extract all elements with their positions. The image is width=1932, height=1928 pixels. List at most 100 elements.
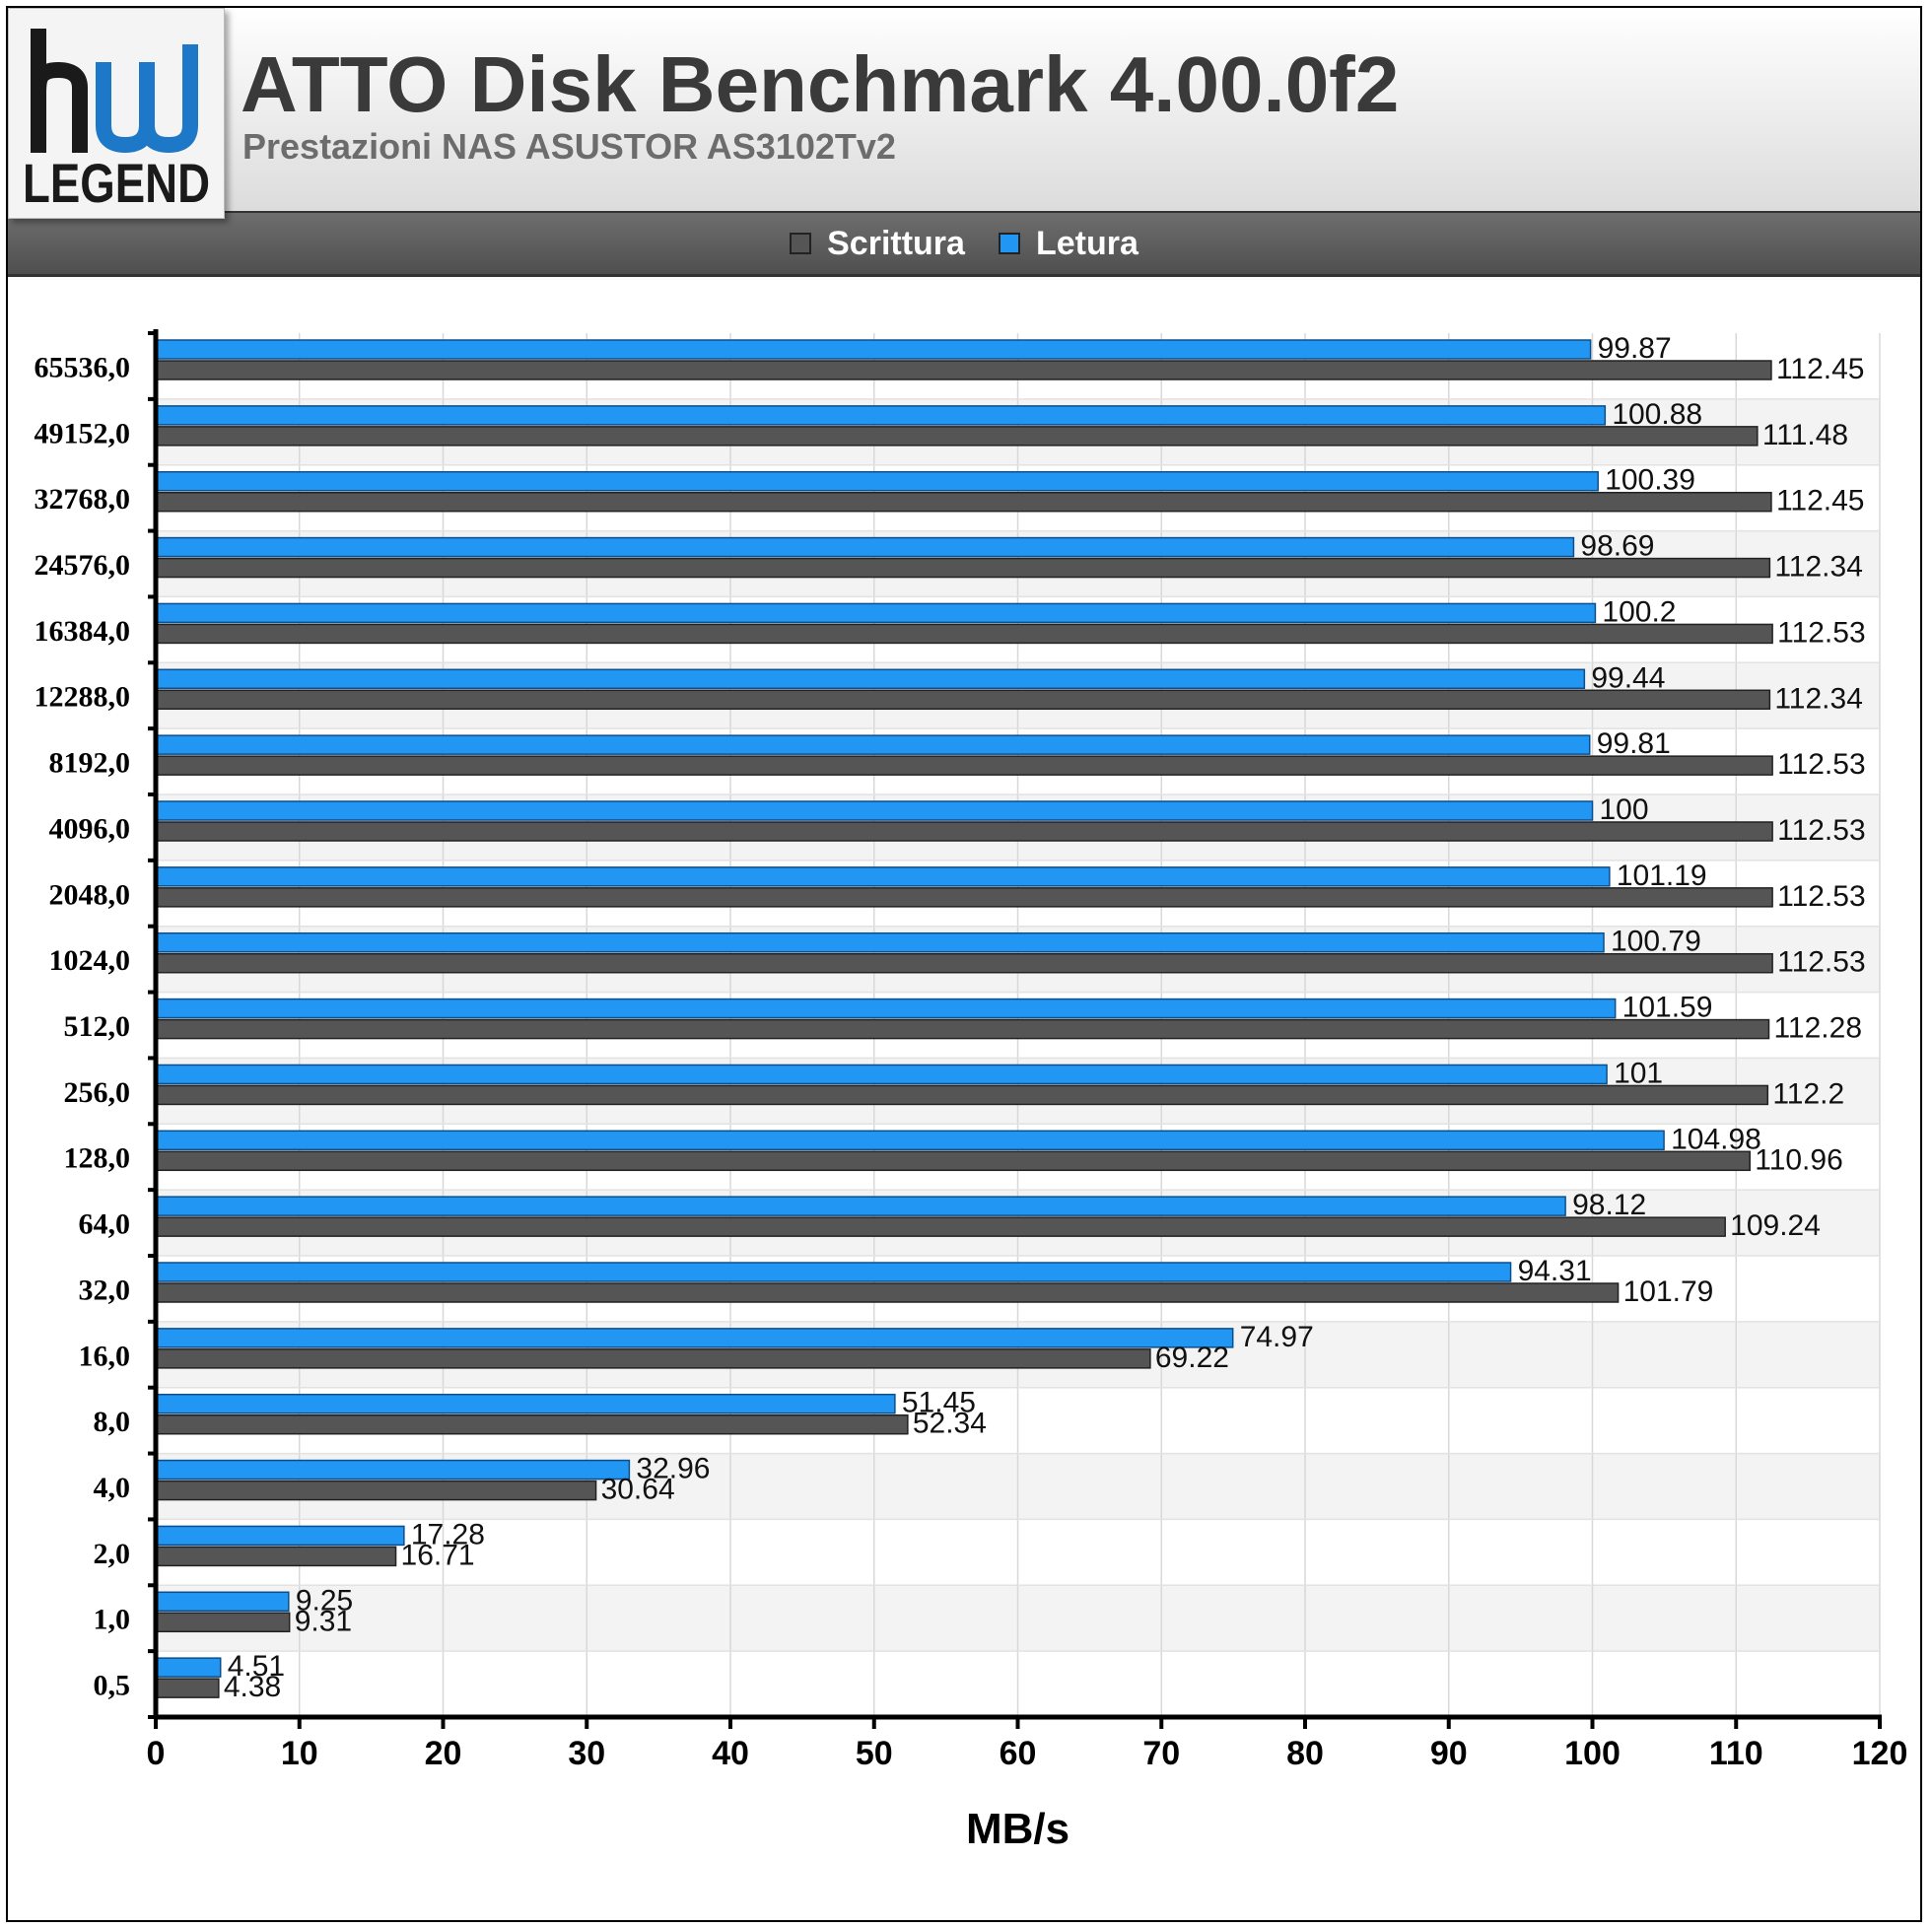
legend-label-letura: Letura	[1035, 224, 1138, 262]
bar-scrittura	[155, 426, 1759, 447]
category-label: 65536,0	[34, 351, 131, 383]
value-label-letura: 98.69	[1580, 530, 1654, 563]
value-label-scrittura: 112.2	[1772, 1077, 1844, 1110]
category-label: 1,0	[94, 1604, 131, 1636]
category-label: 24576,0	[34, 549, 131, 582]
legend-item-letura: Letura	[998, 224, 1138, 263]
bar-scrittura	[155, 557, 1771, 579]
bar-scrittura	[155, 491, 1772, 513]
bar-letura	[155, 1262, 1512, 1282]
chart-title: ATTO Disk Benchmark 4.00.0f2	[241, 40, 1400, 128]
value-label-letura: 100.88	[1612, 398, 1702, 431]
bar-scrittura	[155, 755, 1773, 776]
bar-scrittura	[155, 1084, 1769, 1106]
value-label-scrittura: 112.34	[1774, 551, 1863, 584]
value-label-letura: 100	[1600, 793, 1649, 826]
value-label-scrittura: 112.53	[1777, 814, 1866, 847]
value-label-scrittura: 112.53	[1777, 880, 1866, 913]
value-label-letura: 74.97	[1240, 1321, 1314, 1353]
value-label-letura: 32.96	[636, 1453, 710, 1485]
bar-scrittura	[155, 821, 1773, 842]
value-label-letura: 17.28	[411, 1518, 485, 1550]
value-label-letura: 100.79	[1611, 926, 1701, 958]
bar-letura	[155, 1328, 1234, 1348]
category-label: 2048,0	[49, 878, 131, 911]
value-label-letura: 4.51	[228, 1650, 285, 1683]
category-label: 128,0	[64, 1142, 131, 1175]
bar-letura	[155, 866, 1611, 887]
legend: Scrittura Letura	[8, 211, 1920, 277]
value-label-scrittura: 110.96	[1755, 1143, 1843, 1176]
value-label-letura: 101.59	[1622, 992, 1713, 1024]
chart-subtitle: Prestazioni NAS ASUSTOR AS3102Tv2	[242, 126, 896, 167]
bar-scrittura	[155, 887, 1773, 908]
bar-scrittura	[155, 1612, 291, 1633]
bar-scrittura	[155, 1413, 909, 1435]
bar-letura	[155, 536, 1575, 558]
value-label-letura: 51.45	[902, 1387, 976, 1419]
x-tick-label: 60	[1000, 1735, 1037, 1772]
category-label: 12288,0	[34, 681, 131, 714]
legend-swatch-scrittura	[790, 233, 812, 254]
bar-letura	[155, 602, 1597, 624]
legend-swatch-letura	[998, 233, 1020, 254]
x-tick-label: 50	[856, 1735, 893, 1772]
category-label: 512,0	[64, 1010, 131, 1043]
bar-letura	[155, 931, 1605, 953]
category-label: 8,0	[94, 1406, 131, 1438]
value-label-scrittura: 9.31	[295, 1605, 352, 1637]
value-label-scrittura: 4.38	[224, 1671, 281, 1703]
x-tick-label: 100	[1564, 1735, 1621, 1772]
category-label: 0,5	[94, 1670, 131, 1702]
x-tick-label: 0	[147, 1735, 166, 1772]
category-label: 16,0	[79, 1340, 131, 1372]
value-label-scrittura: 112.53	[1777, 616, 1866, 649]
bar-scrittura	[155, 1480, 597, 1501]
value-label-scrittura: 52.34	[913, 1408, 987, 1440]
x-tick-label: 20	[425, 1735, 462, 1772]
bar-scrittura	[155, 1216, 1726, 1237]
value-label-letura: 99.81	[1597, 727, 1671, 760]
logo-graphic: LEGEND	[23, 29, 210, 214]
bar-letura	[155, 1459, 631, 1480]
bar-letura	[155, 668, 1586, 690]
value-label-scrittura: 112.45	[1776, 485, 1865, 517]
x-tick-label: 40	[712, 1735, 749, 1772]
value-label-scrittura: 111.48	[1762, 419, 1848, 451]
category-label: 64,0	[79, 1208, 131, 1241]
title-bar	[8, 8, 1920, 212]
value-label-letura: 94.31	[1518, 1255, 1592, 1287]
bar-letura	[155, 1525, 405, 1547]
bar-letura	[155, 1130, 1665, 1151]
value-label-letura: 100.39	[1605, 464, 1695, 497]
bar-scrittura	[155, 623, 1773, 645]
bar-scrittura	[155, 1018, 1770, 1040]
value-label-letura: 101.19	[1617, 860, 1707, 892]
bar-letura	[155, 470, 1599, 492]
bar-letura	[155, 1196, 1566, 1216]
logo: LEGEND	[8, 8, 225, 219]
x-tick-label: 70	[1142, 1735, 1180, 1772]
value-label-letura: 100.2	[1602, 595, 1676, 628]
value-label-scrittura: 112.53	[1777, 946, 1866, 979]
value-label-scrittura: 101.79	[1623, 1275, 1714, 1308]
value-label-letura: 98.12	[1572, 1189, 1646, 1221]
bar-letura	[155, 1591, 290, 1613]
x-tick-label: 80	[1286, 1735, 1324, 1772]
bar-letura	[155, 800, 1594, 821]
value-label-scrittura: 112.34	[1774, 682, 1863, 715]
x-tick-label: 30	[568, 1735, 605, 1772]
category-label: 1024,0	[49, 944, 131, 977]
category-label: 2,0	[94, 1538, 131, 1570]
bar-scrittura	[155, 1150, 1751, 1172]
value-label-scrittura: 112.45	[1776, 353, 1865, 385]
value-label-letura: 101	[1614, 1057, 1663, 1089]
bar-letura	[155, 734, 1591, 755]
value-label-scrittura: 16.71	[401, 1539, 475, 1571]
bar-scrittura	[155, 1546, 397, 1567]
value-label-scrittura: 112.28	[1773, 1012, 1862, 1045]
bar-letura	[155, 1064, 1608, 1085]
category-label: 4096,0	[49, 812, 131, 845]
